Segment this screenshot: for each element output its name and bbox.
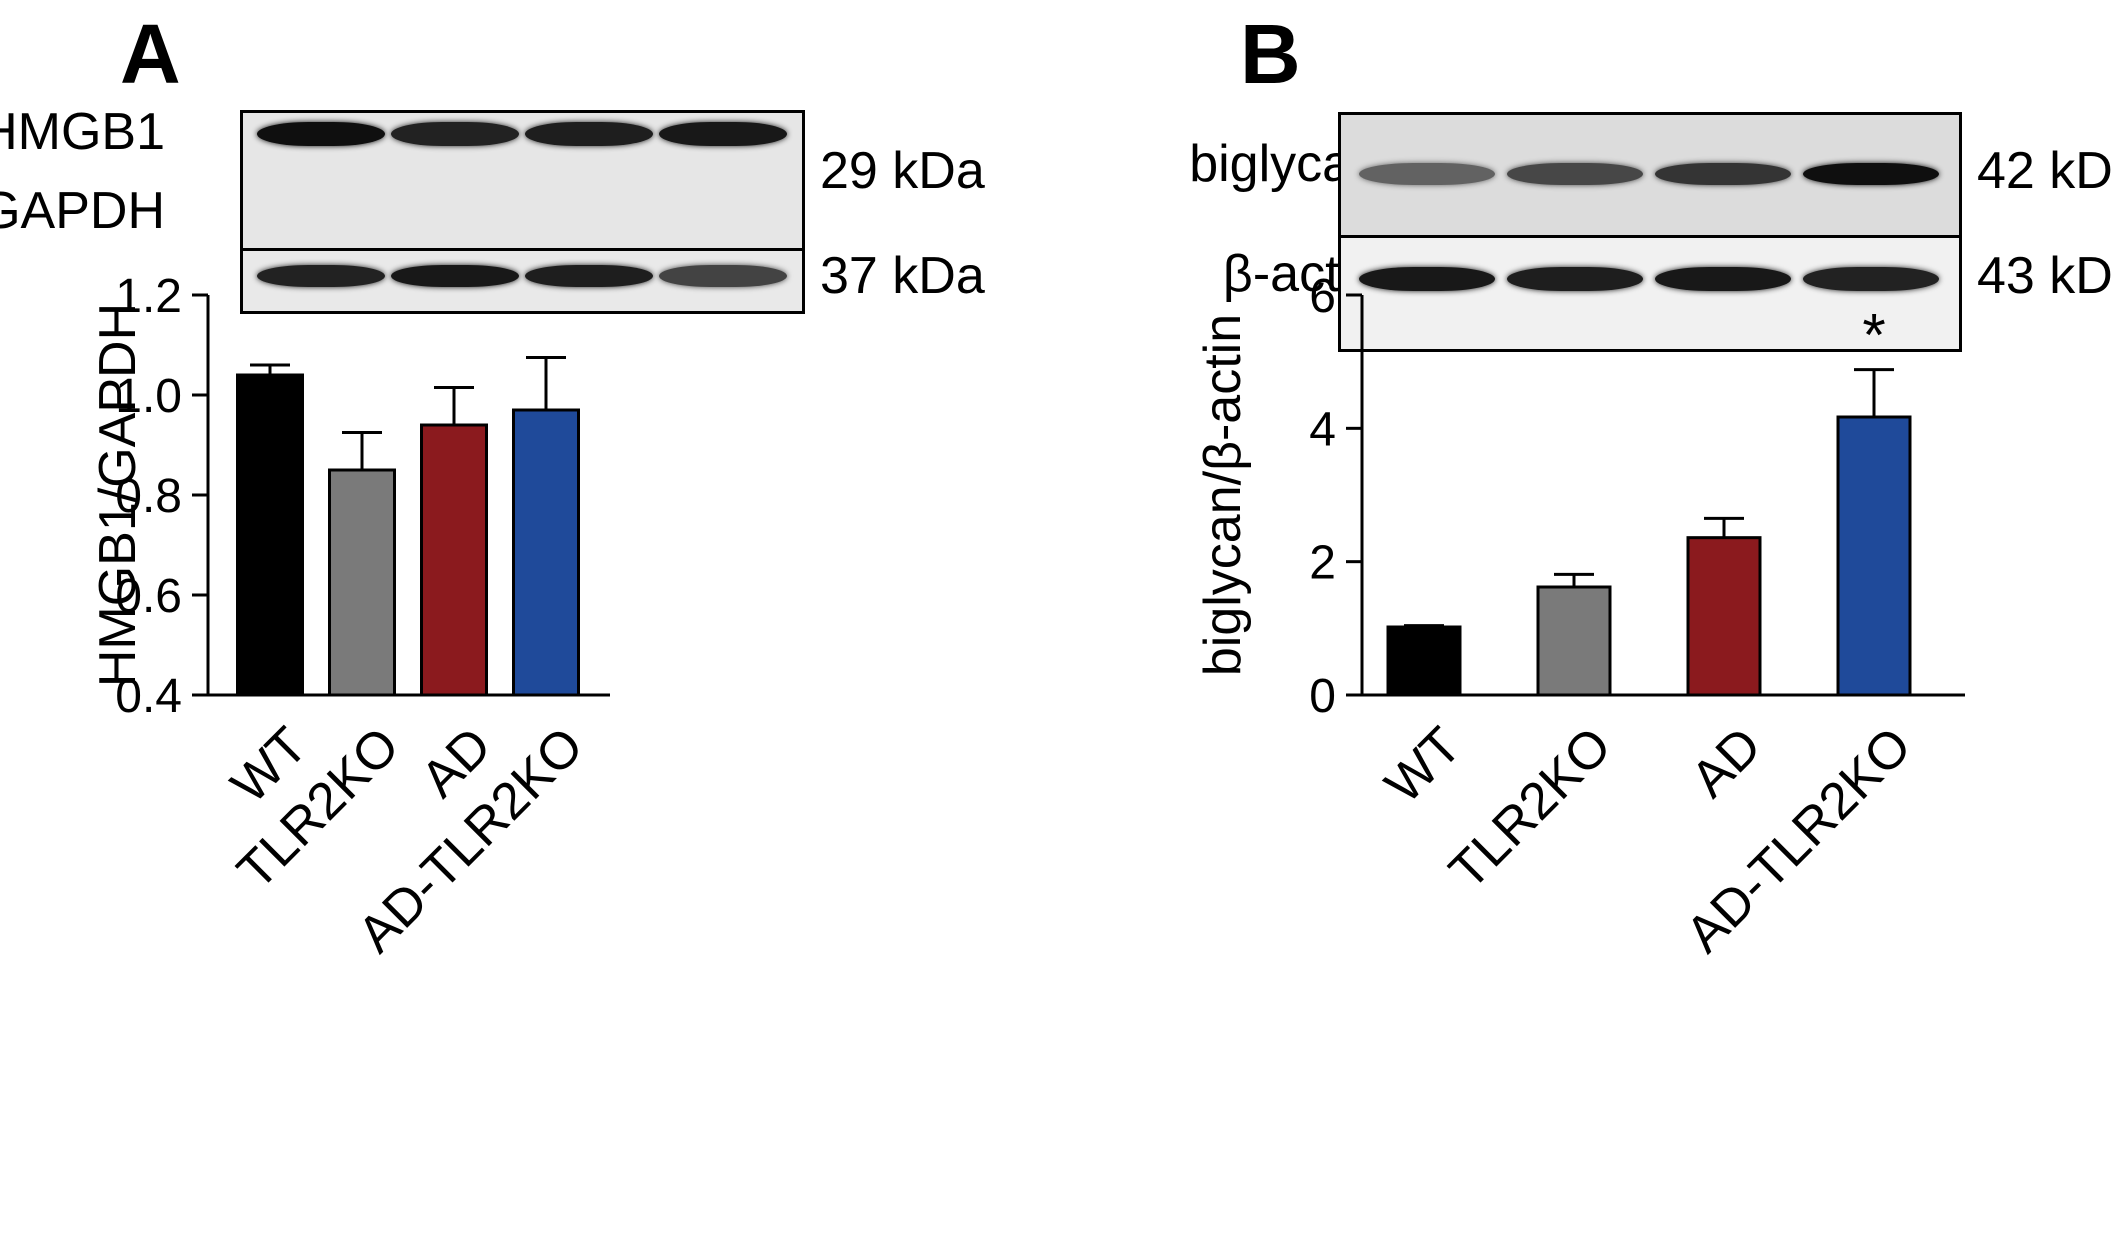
blot-b-row-1-kda: 42 kDa (1977, 142, 2115, 200)
y-axis-label: HMGB1/GAPDH (89, 303, 147, 687)
bar (1386, 625, 1462, 697)
blot-band (257, 122, 385, 146)
blot-band (1507, 267, 1643, 291)
y-tick-label: 0.4 (115, 670, 182, 723)
blot-a-row-2-label: GAPDH (0, 182, 165, 240)
y-tick-label: 0.6 (115, 570, 182, 623)
blot-a-row-1-kda: 29 kDa (820, 142, 985, 200)
bar (1836, 415, 1912, 697)
blot-a-row-2-kda: 37 kDa (820, 247, 985, 305)
panel-letter-b: B (1240, 7, 1301, 101)
y-tick-label: 0 (1309, 670, 1336, 723)
bar (420, 423, 488, 697)
western-blot-a (240, 110, 805, 314)
blot-band (659, 122, 787, 146)
blot-band (391, 122, 519, 146)
blot-band (1359, 267, 1495, 291)
x-tick-label: WT (1374, 716, 1472, 814)
blot-b-divider (1341, 235, 1959, 238)
blot-band (1507, 163, 1643, 185)
blot-band (525, 122, 653, 146)
blot-band (1803, 267, 1939, 291)
blot-band (257, 265, 385, 287)
blot-b-strip-actin (1341, 238, 1959, 349)
blot-band (1359, 163, 1495, 185)
y-axis-label: biglycan/β-actin (1194, 314, 1252, 676)
western-blot-b (1338, 112, 1962, 352)
y-tick-label: 1.2 (115, 270, 182, 323)
significance-marker: * (1862, 302, 1885, 369)
y-tick-label: 2 (1309, 537, 1336, 590)
blot-band (525, 265, 653, 287)
bar (512, 408, 580, 697)
bar (1686, 536, 1762, 697)
bar (236, 373, 304, 697)
y-tick-label: 0.8 (115, 470, 182, 523)
y-tick-label: 4 (1309, 403, 1336, 456)
blot-band (1655, 163, 1791, 185)
panel-a: A HMGB1 GAPDH 29 kDa 37 kDa 0.4 0.6 0.8 1.0… (0, 7, 985, 964)
blot-b-row-2-kda: 43 kDa (1977, 247, 2115, 305)
bar (328, 468, 396, 697)
blot-a-divider (243, 248, 802, 251)
x-tick-label: TLR2KO (1438, 716, 1622, 900)
bar (1536, 585, 1612, 697)
blot-band (391, 265, 519, 287)
blot-band (1803, 163, 1939, 185)
y-tick-label: 1.0 (115, 370, 182, 423)
blot-a-row-1-label: HMGB1 (0, 103, 165, 161)
panel-b: B biglycan β-actin 42 kDa 43 kDa 0246big… (1060, 0, 2115, 1237)
blot-band (1655, 267, 1791, 291)
blot-band (659, 265, 787, 287)
panel-letter-a: A (120, 7, 181, 101)
y-tick-label: 6 (1309, 270, 1336, 323)
x-tick-label: AD (1680, 716, 1772, 808)
